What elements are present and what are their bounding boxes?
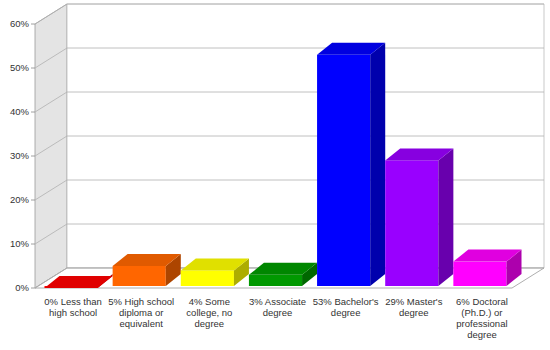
bar-side bbox=[370, 43, 385, 286]
bar-side bbox=[438, 148, 453, 286]
bar-front bbox=[181, 270, 234, 286]
grid-line bbox=[35, 48, 544, 68]
category-label: 53% Bachelor's degree bbox=[310, 296, 382, 318]
bar bbox=[453, 250, 521, 286]
chart-root: 0% 10% 20% 30% 40% 50% 60% 0% Less than high sc… bbox=[0, 0, 550, 350]
bar bbox=[181, 258, 249, 286]
tick-label: 20% bbox=[10, 194, 30, 205]
tick-mark bbox=[31, 288, 35, 289]
tick-mark bbox=[31, 244, 35, 245]
bar-top bbox=[181, 258, 249, 270]
category-label: 4% Some college, no degree bbox=[173, 296, 245, 329]
tick-label: 10% bbox=[10, 238, 30, 249]
tick-label: 0% bbox=[15, 282, 29, 293]
tick-mark bbox=[31, 200, 35, 201]
bar-top bbox=[317, 43, 385, 55]
bar-top bbox=[44, 276, 112, 288]
tick-mark bbox=[31, 156, 35, 157]
grid-line bbox=[35, 180, 544, 200]
category-label: 0% Less than high school bbox=[37, 296, 109, 318]
bars bbox=[44, 43, 521, 288]
tick-mark bbox=[31, 68, 35, 69]
grid-line bbox=[35, 4, 544, 24]
bar-front bbox=[453, 262, 506, 286]
tick-label: 40% bbox=[10, 106, 30, 117]
category-label: 3% Associate degree bbox=[242, 296, 314, 318]
bar-top bbox=[385, 148, 453, 160]
tick-label: 60% bbox=[10, 18, 30, 29]
bar bbox=[385, 148, 453, 286]
grid-line bbox=[35, 92, 544, 112]
bar-top bbox=[453, 250, 521, 262]
bar bbox=[249, 263, 317, 286]
bar bbox=[317, 43, 385, 286]
bar bbox=[44, 274, 112, 288]
bar-front bbox=[385, 160, 438, 286]
category-label: 5% High school diploma or equivalent bbox=[105, 296, 177, 329]
category-label: 29% Master's degree bbox=[378, 296, 450, 318]
tick-mark bbox=[31, 24, 35, 25]
bar-top bbox=[249, 263, 317, 275]
grid-line bbox=[35, 224, 544, 244]
tick-label: 30% bbox=[10, 150, 30, 161]
category-label: 6% Doctoral (Ph.D.) or professional degr… bbox=[446, 296, 518, 340]
bar bbox=[113, 254, 181, 286]
tick-label: 50% bbox=[10, 62, 30, 73]
grid-line bbox=[35, 136, 544, 156]
tick-mark bbox=[31, 112, 35, 113]
bar-top bbox=[113, 254, 181, 266]
bar-front bbox=[249, 275, 302, 286]
bar-front bbox=[113, 266, 166, 286]
bar-front bbox=[317, 55, 370, 286]
